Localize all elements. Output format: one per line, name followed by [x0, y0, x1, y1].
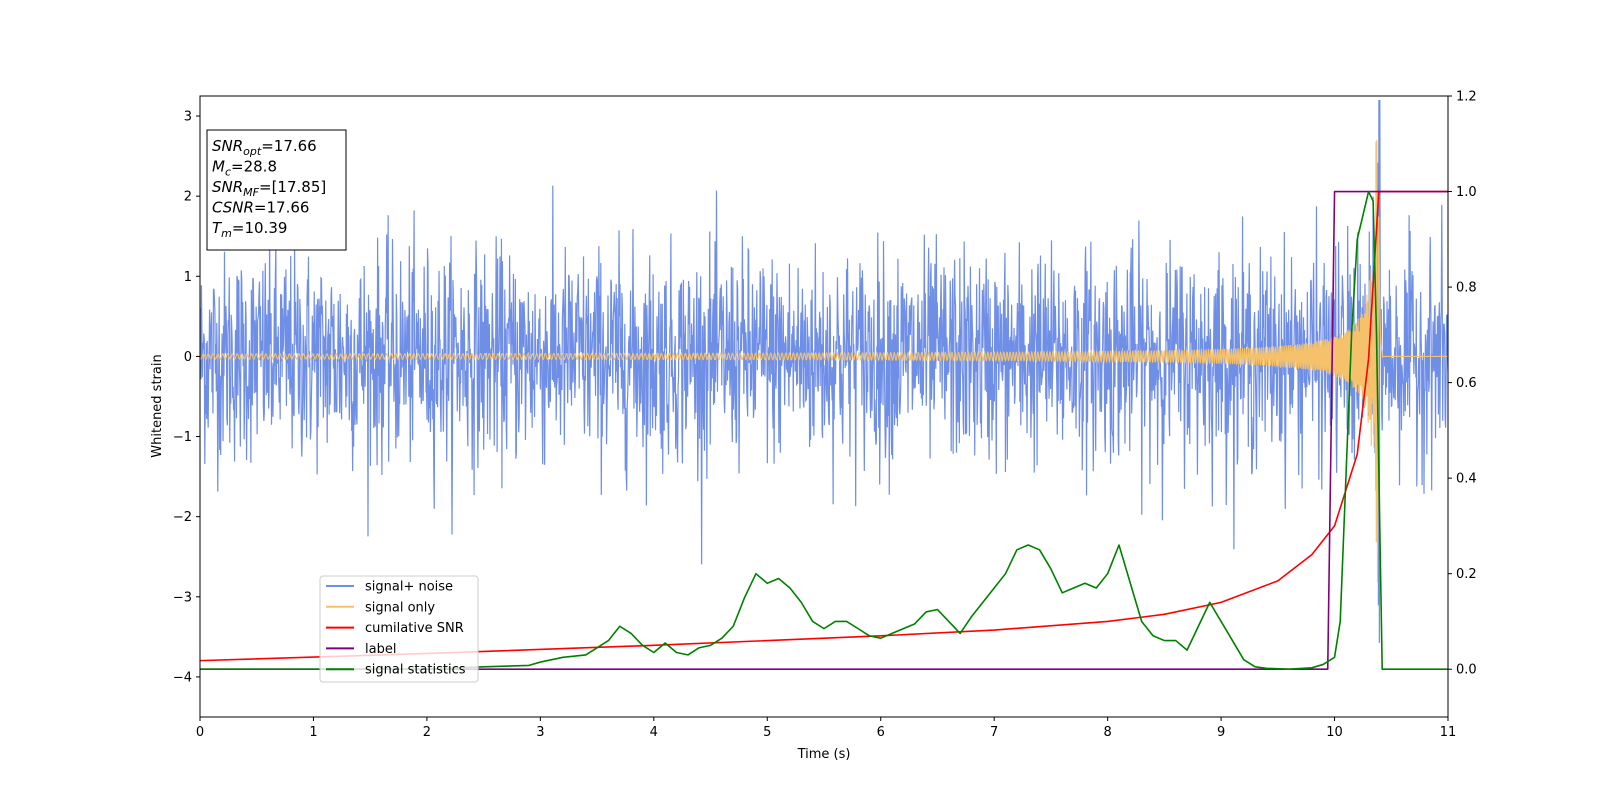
info-line: Mc=28.8	[212, 158, 277, 179]
y-right-tick-label: 1.2	[1456, 90, 1477, 105]
info-value: =10.39	[232, 219, 288, 237]
info-value: =[17.85]	[259, 178, 326, 196]
x-tick-label: 0	[196, 725, 204, 740]
x-axis-label: Time (s)	[797, 747, 851, 762]
y-left-tick-label: 3	[184, 110, 192, 125]
x-tick-label: 3	[536, 725, 544, 740]
plot-frame	[199, 95, 1449, 718]
info-symbol: SNR	[212, 137, 243, 155]
x-tick-label: 2	[423, 725, 431, 740]
legend-label: cumilative SNR	[365, 621, 464, 636]
y-left-tick-label: 2	[184, 190, 192, 205]
series-signal-statistics-line	[200, 190, 1448, 671]
y-right-tick-label: 0.0	[1456, 663, 1477, 678]
x-tick-label: 4	[650, 725, 658, 740]
info-value: =17.66	[254, 199, 310, 217]
info-line: Tm=10.39	[212, 219, 287, 240]
x-tick-label: 11	[1440, 725, 1457, 740]
info-box: SNRopt=17.66Mc=28.8SNRMF=[17.85]CSNR=17.…	[206, 129, 347, 251]
x-tick-label: 1	[309, 725, 317, 740]
legend-label: signal statistics	[365, 663, 466, 678]
x-tick-label: 7	[990, 725, 998, 740]
series-label-line	[200, 190, 1448, 671]
legend-label: signal only	[365, 600, 435, 615]
series-signal-noise-line	[200, 100, 1448, 644]
info-line: SNRopt=17.66	[212, 137, 317, 158]
info-subscript: m	[221, 227, 232, 240]
legend-label: signal+ noise	[365, 580, 453, 595]
x-tick-label: 8	[1103, 725, 1111, 740]
y-right-tick-label: 0.6	[1456, 376, 1477, 391]
legend-label: label	[365, 642, 396, 657]
x-tick-label: 6	[877, 725, 885, 740]
y-left-tick-label: −3	[173, 590, 192, 605]
info-value: =17.66	[261, 137, 317, 155]
info-symbol: SNR	[212, 178, 243, 196]
info-value: =28.8	[231, 158, 277, 176]
y-right-tick-label: 0.2	[1456, 567, 1477, 582]
y-left-tick-label: 0	[184, 350, 192, 365]
info-subscript: MF	[243, 186, 259, 199]
info-symbol: T	[212, 219, 223, 237]
y-right-tick-label: 0.4	[1456, 472, 1477, 487]
info-symbol: CSNR	[212, 199, 254, 217]
y-right-tick-label: 1.0	[1456, 185, 1477, 200]
x-tick-label: 5	[763, 725, 771, 740]
info-subscript: opt	[243, 145, 262, 158]
legend-frame	[319, 575, 479, 683]
y-left-tick-label: −4	[173, 670, 192, 685]
info-line: SNRMF=[17.85]	[212, 178, 326, 199]
y-left-tick-label: −2	[173, 510, 192, 525]
x-tick-label: 9	[1217, 725, 1225, 740]
y-right-tick-label: 0.8	[1456, 281, 1477, 296]
ticks-layer: 0 1 2 3 4 5 6 7 8 9 10 113210−1−2−3−41.21.00.80.60.…	[173, 90, 1477, 741]
info-line: CSNR=17.66	[212, 199, 309, 217]
info-subscript: c	[225, 166, 231, 179]
x-tick-label: 10	[1326, 725, 1343, 740]
series-layer	[200, 100, 1448, 671]
y-left-tick-label: 1	[184, 270, 192, 285]
series-cumulative-snr-line	[200, 190, 1448, 662]
y-axis-label: Whitened strain	[150, 354, 165, 457]
info-box-frame	[206, 129, 347, 251]
info-symbol: M	[212, 158, 225, 176]
legend: signal+ noise signal only cumilative SNR la…	[319, 575, 479, 683]
y-left-tick-label: −1	[173, 430, 192, 445]
series-signal-only-line	[200, 139, 1448, 583]
